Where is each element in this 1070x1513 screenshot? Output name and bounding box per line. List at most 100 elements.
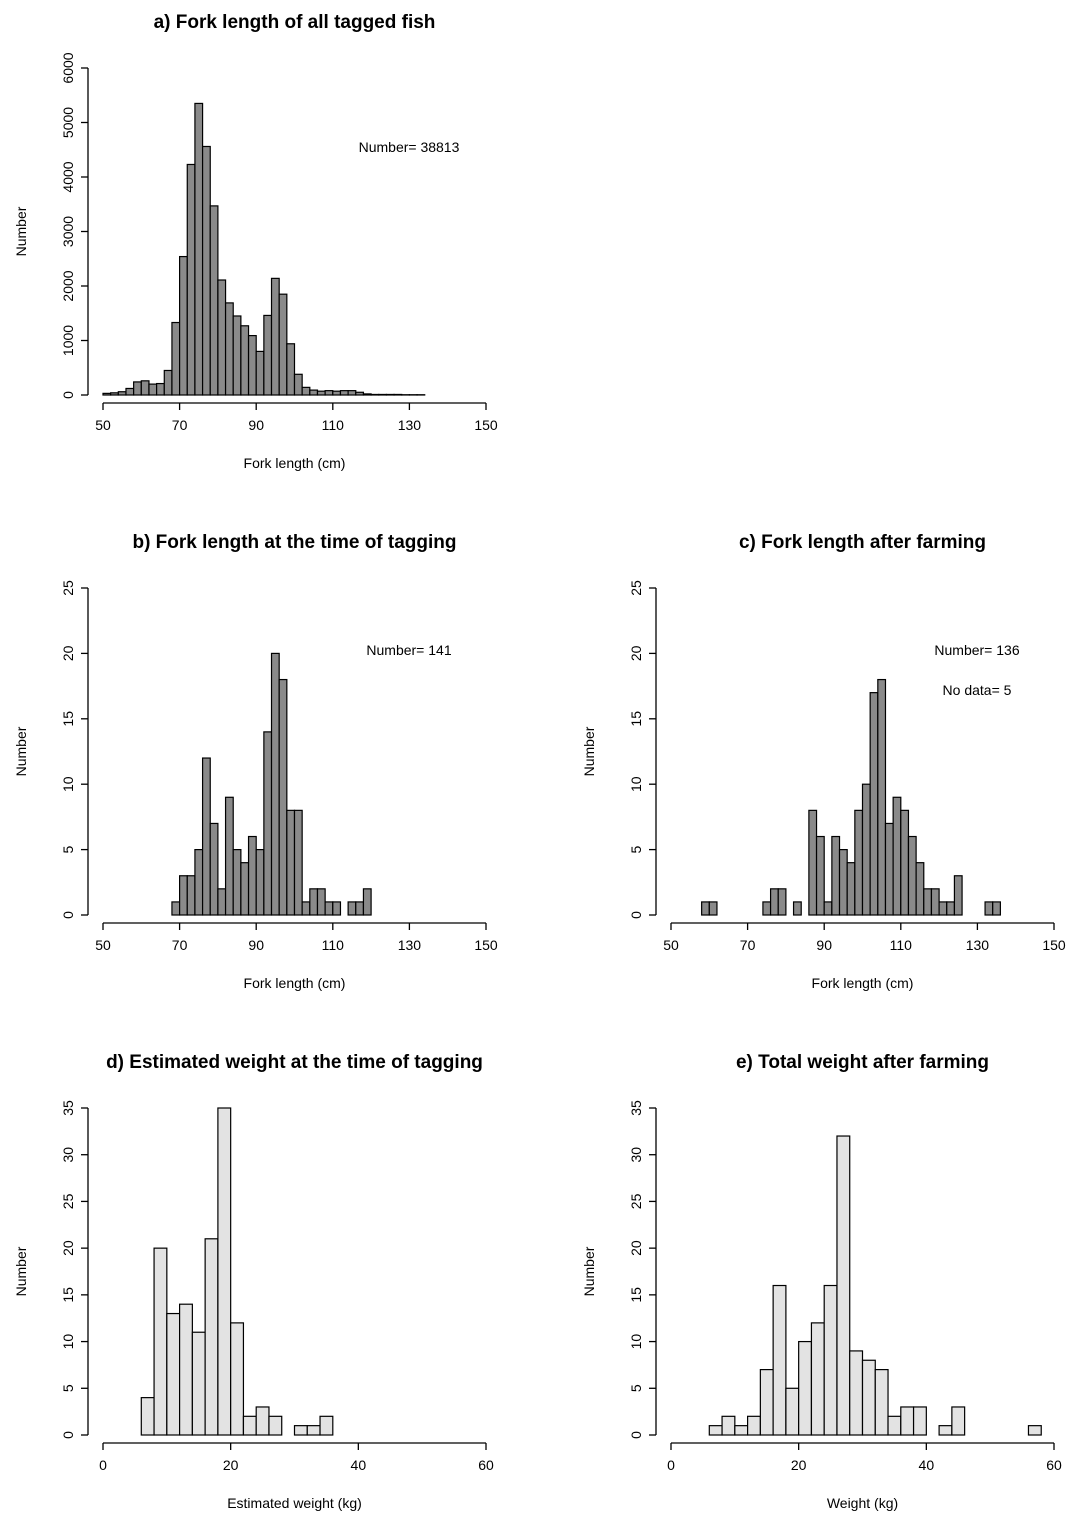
y-tick-label: 35 — [628, 1100, 644, 1116]
y-tick-label: 5 — [60, 1384, 76, 1392]
histogram-bar — [204, 1238, 219, 1436]
x-axis-label: Fork length (cm) — [244, 975, 346, 991]
histogram-bar — [278, 293, 288, 396]
bars-group — [171, 652, 372, 916]
chart-title: c) Fork length after farming — [739, 532, 986, 553]
histogram-bar — [900, 1406, 915, 1436]
bars-group — [102, 102, 426, 396]
histogram-bar — [823, 901, 833, 916]
histogram-bar — [854, 809, 864, 916]
histogram-bar — [815, 835, 825, 916]
histogram-bar — [892, 796, 902, 916]
x-tick-label: 50 — [95, 937, 111, 953]
y-tick-label: 15 — [60, 1287, 76, 1303]
chart-title: a) Fork length of all tagged fish — [154, 12, 436, 33]
x-tick-label: 70 — [740, 937, 756, 953]
histogram-bar — [171, 901, 181, 916]
x-tick-label: 70 — [172, 937, 188, 953]
histogram-bar — [268, 1415, 283, 1436]
histogram-bar — [849, 1350, 864, 1436]
histogram-bar — [171, 321, 181, 396]
panel-b: b) Fork length at the time of tagging 50 7… — [0, 520, 520, 1010]
y-tick-label: 10 — [60, 776, 76, 792]
histogram-bar — [324, 390, 334, 396]
histogram-bar — [370, 393, 380, 396]
histogram-bar — [385, 393, 395, 396]
histogram-bar — [270, 277, 280, 396]
histogram-bar — [217, 888, 227, 916]
panel-a: a) Fork length of all tagged fish 50 70 90 1… — [0, 0, 520, 490]
histogram-bar — [263, 731, 273, 916]
histogram-a: a) Fork length of all tagged fish 50 70 90 1… — [13, 12, 498, 471]
x-axis-label: Estimated weight (kg) — [227, 1495, 362, 1511]
y-tick-label: 0 — [60, 911, 76, 919]
histogram-bar — [306, 1425, 321, 1436]
y-tick-label: 25 — [60, 580, 76, 596]
chart-title: e) Total weight after farming — [736, 1052, 989, 1073]
chart-annotation: Number= 136 — [934, 642, 1019, 658]
histogram-bar — [393, 393, 403, 396]
y-tick-label: 5 — [628, 1384, 644, 1392]
histogram-bar — [810, 1322, 825, 1436]
x-tick-label: 130 — [398, 417, 422, 433]
x-tick-label: 130 — [966, 937, 990, 953]
histogram-bar — [232, 315, 242, 396]
histogram-bar — [255, 1406, 270, 1436]
histogram-bar — [278, 678, 288, 916]
histogram-bar — [938, 1425, 953, 1436]
bars-group — [701, 678, 1001, 916]
y-tick-label: 30 — [60, 1147, 76, 1163]
histogram-bar — [240, 862, 250, 916]
histogram-bar — [133, 381, 142, 396]
x-tick-label: 150 — [474, 937, 498, 953]
histogram-bar — [255, 350, 265, 396]
histogram-bar — [777, 888, 787, 916]
y-tick-label: 15 — [60, 711, 76, 727]
histogram-bar — [861, 1359, 876, 1436]
histogram-bar — [915, 862, 925, 916]
histogram-bar — [769, 888, 779, 916]
x-tick-label: 50 — [95, 417, 111, 433]
histogram-bar — [240, 325, 250, 396]
y-tick-label: 2000 — [60, 270, 76, 301]
histogram-bar — [191, 1331, 206, 1436]
chart-title: b) Fork length at the time of tagging — [132, 532, 456, 553]
histogram-bar — [869, 692, 879, 916]
histogram-bar — [347, 390, 357, 396]
histogram-bar — [823, 1284, 838, 1436]
histogram-bar — [792, 901, 802, 916]
histogram-bar — [846, 862, 856, 916]
histogram-bar — [984, 901, 994, 916]
histogram-bar — [179, 255, 188, 396]
x-axis-label: Fork length (cm) — [812, 975, 914, 991]
y-axis-label: Number — [13, 1246, 29, 1296]
histogram-bar — [301, 386, 311, 396]
y-axis-label: Number — [581, 1246, 597, 1296]
bars-group — [708, 1135, 1042, 1436]
histogram-bar — [347, 901, 357, 916]
y-tick-label: 5000 — [60, 107, 76, 138]
histogram-bar — [224, 796, 234, 916]
histogram-bar — [201, 757, 211, 916]
histogram-bar — [332, 901, 342, 916]
histogram-bar — [1027, 1425, 1042, 1436]
histogram-bar — [201, 145, 211, 396]
y-tick-label: 35 — [60, 1100, 76, 1116]
y-tick-label: 25 — [628, 1193, 644, 1209]
histogram-bar — [874, 1369, 889, 1436]
histogram-bar — [293, 373, 303, 396]
histogram-e: e) Total weight after farming 0 20 40 60 Weig… — [581, 1052, 1062, 1511]
histogram-bar — [912, 1406, 927, 1436]
y-tick-label: 30 — [628, 1147, 644, 1163]
x-tick-label: 90 — [248, 937, 264, 953]
panel-c: c) Fork length after farming 50 70 90 110 130… — [568, 520, 1070, 1010]
histogram-bar — [838, 849, 848, 916]
histogram-bar — [186, 875, 196, 916]
histogram-bar — [117, 391, 127, 396]
histogram-bar — [861, 783, 871, 916]
histogram-bar — [125, 387, 135, 396]
histogram-bar — [938, 901, 948, 916]
histogram-bar — [217, 1107, 232, 1436]
histogram-bar — [186, 163, 196, 396]
histogram-d: d) Estimated weight at the time of taggi… — [13, 1052, 494, 1511]
